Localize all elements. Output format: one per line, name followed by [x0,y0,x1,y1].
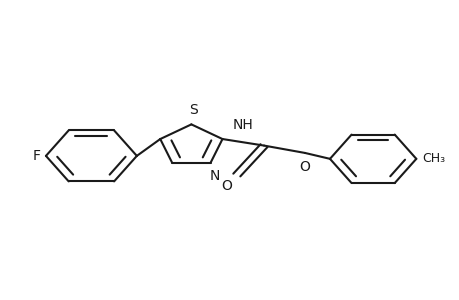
Text: NH: NH [232,118,253,132]
Text: F: F [33,149,40,163]
Text: CH₃: CH₃ [421,152,444,165]
Text: O: O [221,179,232,194]
Text: S: S [189,103,197,117]
Text: O: O [299,160,310,174]
Text: N: N [209,169,220,183]
